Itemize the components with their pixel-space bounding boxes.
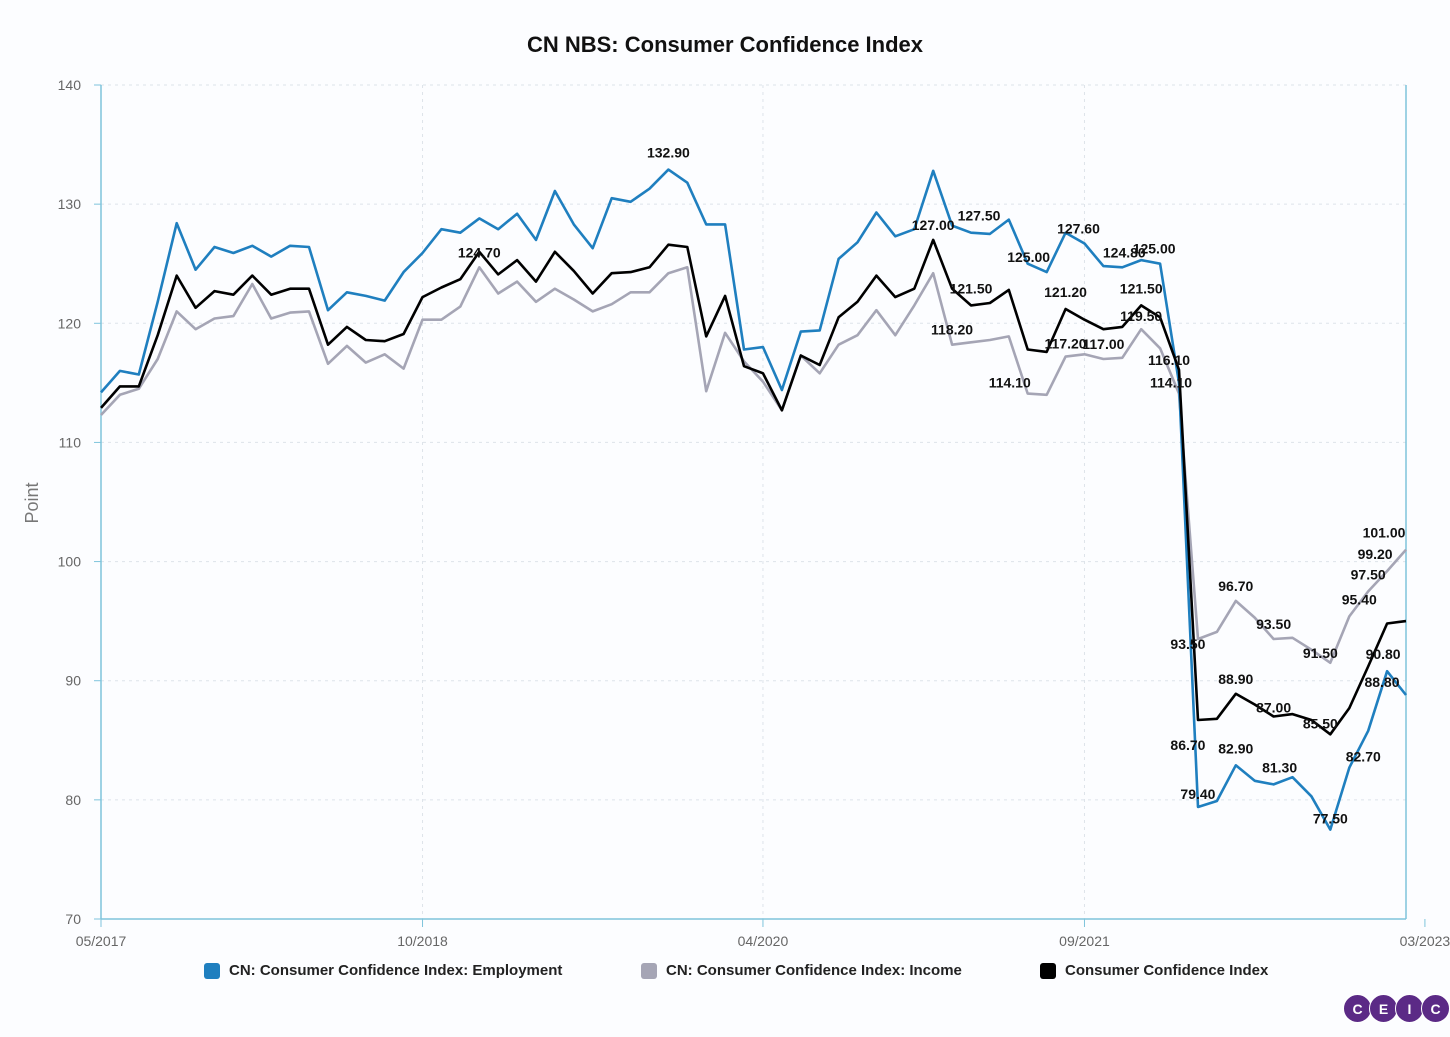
legend-item-cci[interactable]: Consumer Confidence Index xyxy=(1040,962,1268,979)
y-tick-label: 100 xyxy=(58,554,82,570)
data-label: 91.50 xyxy=(1303,645,1338,661)
series-line-cci xyxy=(100,238,1407,736)
data-label: 85.50 xyxy=(1303,715,1338,731)
y-tick-label: 90 xyxy=(65,673,81,689)
data-label: 93.50 xyxy=(1170,636,1205,652)
data-label: 121.50 xyxy=(1120,280,1163,296)
data-label: 127.00 xyxy=(912,217,955,233)
data-label: 82.90 xyxy=(1218,740,1253,756)
data-label: 118.20 xyxy=(931,322,973,338)
data-label: 127.60 xyxy=(1057,220,1100,236)
data-label: 127.50 xyxy=(958,208,1001,224)
y-tick-label: 70 xyxy=(65,911,81,927)
data-label: 79.40 xyxy=(1180,786,1215,802)
y-tick-label: 140 xyxy=(58,77,82,93)
y-tick-label: 130 xyxy=(58,196,82,212)
data-label: 101.00 xyxy=(1363,525,1406,541)
data-label: 88.90 xyxy=(1218,671,1253,687)
data-label: 117.20 xyxy=(1045,336,1087,352)
data-label: 82.70 xyxy=(1346,749,1381,765)
x-tick-label: 03/2023 xyxy=(1400,933,1450,949)
data-labels: 132.90127.50125.00127.60124.80125.0079.4… xyxy=(458,145,1406,827)
data-label: 87.00 xyxy=(1256,699,1291,715)
logo-letter: E xyxy=(1369,994,1398,1023)
data-label: 95.40 xyxy=(1342,591,1377,607)
data-label: 77.50 xyxy=(1313,811,1348,827)
data-label: 88.80 xyxy=(1364,674,1399,690)
data-label: 96.70 xyxy=(1218,578,1253,594)
chart-title: CN NBS: Consumer Confidence Index xyxy=(527,32,924,57)
y-tick-label: 120 xyxy=(58,315,82,331)
data-label: 90.80 xyxy=(1366,646,1401,662)
legend-label-employment: CN: Consumer Confidence Index: Employmen… xyxy=(229,962,563,979)
legend-item-employment[interactable]: CN: Consumer Confidence Index: Employmen… xyxy=(204,962,562,979)
x-tick-label: 04/2020 xyxy=(738,933,789,949)
series-line-income xyxy=(100,266,1407,665)
data-label: 124.70 xyxy=(458,244,501,260)
legend-label-income: CN: Consumer Confidence Index: Income xyxy=(666,962,962,979)
data-label: 114.10 xyxy=(1150,375,1192,391)
data-label: 125.00 xyxy=(1133,241,1176,257)
data-label: 121.50 xyxy=(950,280,993,296)
data-label: 119.50 xyxy=(1120,308,1162,324)
data-label: 93.50 xyxy=(1256,616,1291,632)
data-label: 117.00 xyxy=(1082,336,1124,352)
series-line-employment xyxy=(100,168,1408,831)
legend-swatch-cci xyxy=(1040,962,1056,979)
y-axis-label: Point xyxy=(22,482,42,523)
y-tick-label: 110 xyxy=(59,434,82,450)
data-label: 132.90 xyxy=(647,145,690,161)
logo-letter: C xyxy=(1421,994,1450,1023)
data-label: 86.70 xyxy=(1170,737,1205,753)
grid-lines xyxy=(101,84,1406,919)
data-label: 116.10 xyxy=(1148,352,1190,368)
data-label: 125.00 xyxy=(1007,249,1050,265)
data-label: 81.30 xyxy=(1262,759,1297,775)
legend-swatch-income xyxy=(641,962,657,979)
data-label: 124.80 xyxy=(1103,244,1146,260)
y-tick-label: 80 xyxy=(65,792,81,808)
legend-label-cci: Consumer Confidence Index xyxy=(1065,962,1269,979)
logo-letter: C xyxy=(1343,994,1372,1023)
data-label: 114.10 xyxy=(989,375,1031,391)
data-label: 121.20 xyxy=(1044,284,1087,300)
x-tick-label: 09/2021 xyxy=(1059,933,1110,949)
legend-swatch-employment xyxy=(204,962,220,979)
x-tick-label: 05/2017 xyxy=(76,933,127,949)
ceic-logo: C E I C xyxy=(1343,994,1450,1023)
series-lines xyxy=(100,168,1408,831)
legend: CN: Consumer Confidence Index: Employmen… xyxy=(0,962,1450,986)
x-tick-label: 10/2018 xyxy=(397,933,448,949)
data-label: 97.50 xyxy=(1351,566,1386,582)
data-label: 99.20 xyxy=(1358,546,1393,562)
axes: 70 80 90 100 110 120 130 140 05/2017 10/2018 04/20… xyxy=(58,77,1450,949)
line-chart: CN NBS: Consumer Confidence Index Point … xyxy=(22,32,1450,949)
logo-letter: I xyxy=(1395,994,1424,1023)
legend-item-income[interactable]: CN: Consumer Confidence Index: Income xyxy=(641,962,962,979)
